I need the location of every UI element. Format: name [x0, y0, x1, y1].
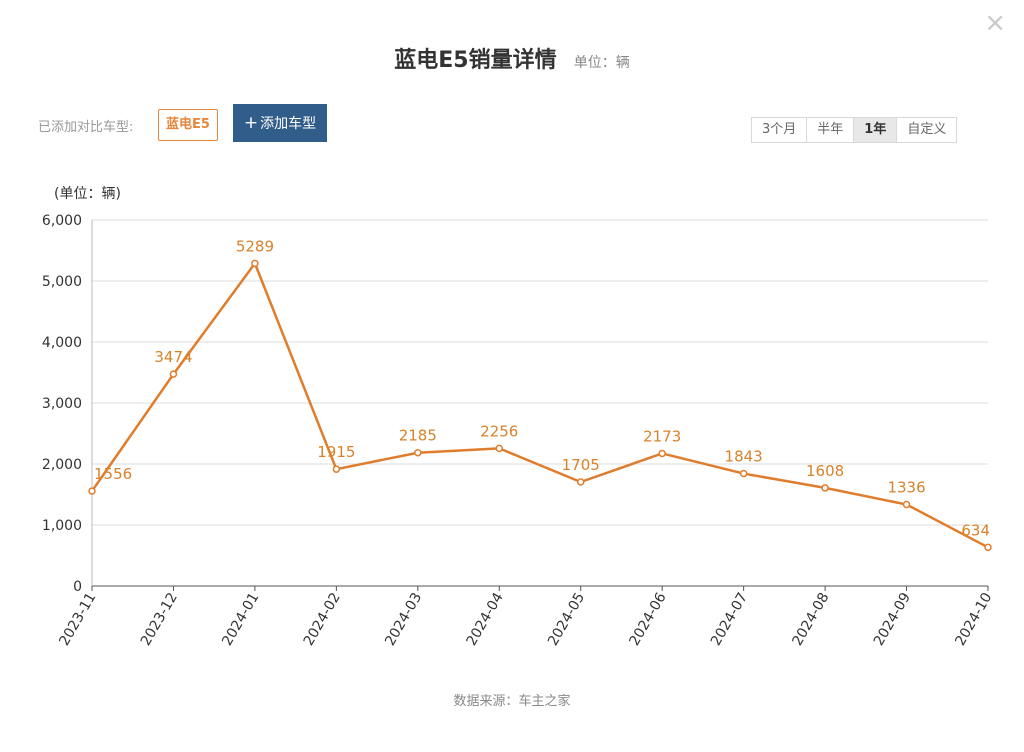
x-tick-label: 2024-06 [627, 590, 670, 649]
x-tick-label: 2024-03 [382, 590, 425, 649]
x-tick-label: 2024-07 [708, 590, 751, 649]
plus-icon: + [243, 113, 259, 133]
data-point[interactable] [576, 478, 585, 486]
compare-label: 已添加对比车型: [38, 120, 134, 135]
line-layer [88, 259, 992, 552]
data-point[interactable] [984, 543, 992, 552]
x-tick-label: 2024-08 [789, 590, 832, 649]
data-label: 1705 [562, 456, 600, 474]
x-tick-label: 2024-01 [219, 590, 262, 649]
tab-3-months[interactable]: 3个月 [752, 118, 808, 142]
title-row: 蓝电E5销量详情 单位：辆 [0, 42, 1024, 74]
data-label: 5289 [236, 237, 274, 255]
tab-1-year[interactable]: 1年 [854, 118, 898, 142]
y-tick-label: 0 [73, 579, 82, 595]
data-label: 1915 [317, 443, 355, 461]
data-label: 3474 [154, 348, 192, 366]
series-line [90, 262, 989, 549]
data-label: 634 [961, 521, 990, 539]
data-point[interactable] [821, 484, 829, 492]
x-tick-label: 2024-05 [545, 590, 588, 649]
add-model-button[interactable]: + 添加车型 [233, 104, 327, 142]
range-tabs: 3个月 半年 1年 自定义 [751, 117, 958, 143]
title-unit: 单位：辆 [573, 55, 630, 71]
add-model-label: 添加车型 [260, 116, 317, 132]
x-tick-label: 2023-11 [56, 590, 99, 649]
data-point[interactable] [251, 259, 259, 268]
data-label: 1336 [887, 479, 925, 497]
data-label: 2256 [480, 422, 518, 440]
data-point[interactable] [88, 487, 96, 495]
y-tick-label: 4,000 [42, 335, 82, 351]
tab-half-year[interactable]: 半年 [807, 118, 855, 142]
y-unit-label: (单位：辆) [54, 186, 121, 202]
page-title: 蓝电E5销量详情 [394, 48, 557, 73]
grid-layer [92, 219, 988, 526]
data-label: 1556 [94, 465, 132, 483]
data-label: 1608 [806, 462, 844, 480]
data-point[interactable] [902, 500, 911, 509]
axis-layer: 0 1,000 2,000 3,000 4,000 5,000 6,000 2023-11 20… [42, 213, 996, 649]
x-tick-label: 2024-10 [952, 590, 995, 649]
data-point[interactable] [169, 370, 178, 378]
y-tick-label: 6,000 [42, 213, 82, 229]
y-tick-label: 3,000 [42, 396, 82, 412]
data-source: 数据来源：车主之家 [453, 694, 571, 709]
data-point[interactable] [739, 469, 748, 478]
close-button[interactable]: × [984, 8, 1006, 38]
x-tick-label: 2024-09 [871, 590, 914, 649]
data-point[interactable] [332, 465, 341, 473]
sales-line-chart: 0 1,000 2,000 3,000 4,000 5,000 6,000 2023-11 20… [42, 186, 996, 649]
x-tick-label: 2023-12 [138, 590, 181, 649]
y-tick-label: 2,000 [42, 457, 82, 473]
y-tick-label: 1,000 [42, 518, 82, 534]
data-point[interactable] [658, 449, 666, 458]
data-point[interactable] [414, 448, 422, 457]
y-tick-label: 5,000 [42, 274, 82, 290]
data-label: 1843 [725, 448, 763, 466]
x-tick-label: 2024-02 [301, 590, 344, 649]
x-tick-label: 2024-04 [464, 590, 507, 649]
data-label: 2173 [643, 427, 681, 445]
label-layer: 1556 3474 5289 1915 2185 2256 1705 2173 1843 1608… [94, 237, 990, 539]
model-chip[interactable]: 蓝电E5 [158, 109, 218, 141]
data-point[interactable] [495, 444, 504, 453]
tab-custom[interactable]: 自定义 [897, 118, 957, 142]
data-label: 2185 [399, 427, 437, 445]
